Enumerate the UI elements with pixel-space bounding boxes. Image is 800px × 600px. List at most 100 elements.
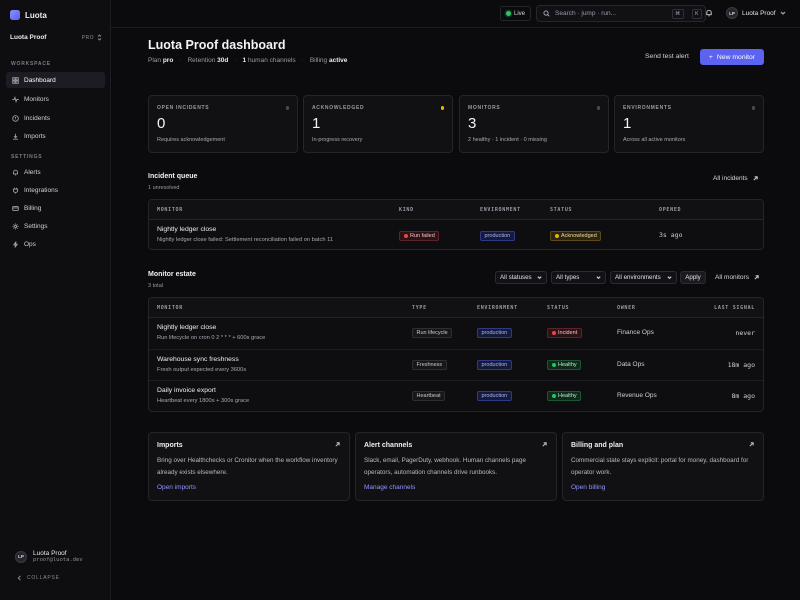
meta-billing: Billing active bbox=[310, 57, 348, 64]
monitor-table: MONITOR TYPE ENVIRONMENT STATUS OWNER LA… bbox=[148, 297, 764, 412]
sidebar-item-label: Integrations bbox=[24, 186, 58, 194]
monitor-estate-title: Monitor estate bbox=[148, 271, 196, 278]
app-logo[interactable]: Luota bbox=[10, 10, 47, 20]
status-badge: Healthy bbox=[547, 360, 582, 370]
column-header: MONITOR bbox=[157, 305, 183, 311]
collapse-button[interactable]: COLLAPSE bbox=[17, 575, 60, 581]
user-menu[interactable]: LP Luota Proof bbox=[726, 7, 786, 19]
card-title: Alert channels bbox=[364, 442, 413, 449]
sidebar-item-alerts[interactable]: Alerts bbox=[6, 164, 105, 180]
billing-value: active bbox=[328, 57, 348, 64]
stat-sub: Across all active monitors bbox=[623, 137, 686, 143]
stat-label: ACKNOWLEDGED bbox=[312, 105, 365, 111]
notifications-button[interactable] bbox=[705, 9, 714, 18]
opened-time: 3s ago bbox=[659, 231, 683, 239]
arrow-up-right-icon[interactable] bbox=[542, 442, 547, 449]
table-header: MONITOR TYPE ENVIRONMENT STATUS OWNER LA… bbox=[149, 298, 763, 318]
card-title: Billing and plan bbox=[571, 442, 624, 449]
stat-label: ENVIRONMENTS bbox=[623, 105, 672, 111]
all-incidents-label: All incidents bbox=[713, 175, 748, 182]
billing-plan-card: Billing and plan Commercial state stays … bbox=[562, 432, 764, 501]
arrow-up-right-icon bbox=[753, 176, 758, 181]
type-label: Run lifecycle bbox=[416, 330, 448, 336]
card-body: Bring over Healthchecks or Cronitor when… bbox=[157, 457, 338, 476]
sidebar-item-label: Alerts bbox=[24, 168, 41, 176]
alert-channels-card: Alert channels Slack, email, PagerDuty, … bbox=[355, 432, 557, 501]
table-row[interactable]: Daily invoice export Heartbeat every 180… bbox=[149, 381, 763, 411]
search-input[interactable]: Search · jump · run... ⌘ K bbox=[536, 5, 706, 22]
manage-channels-link[interactable]: Manage channels bbox=[364, 484, 416, 491]
ops-icon bbox=[11, 240, 19, 248]
chevron-updown-icon bbox=[97, 34, 102, 41]
logo-mark-icon bbox=[10, 10, 20, 20]
apply-filters-button[interactable]: Apply bbox=[680, 271, 706, 284]
column-header: STATUS bbox=[547, 305, 570, 311]
status-dot-icon bbox=[554, 234, 559, 238]
sidebar-item-billing[interactable]: Billing bbox=[6, 200, 105, 216]
column-header: TYPE bbox=[412, 305, 427, 311]
status-label: Acknowledged bbox=[561, 233, 597, 239]
avatar: LP bbox=[15, 550, 27, 563]
arrow-up-right-icon[interactable] bbox=[749, 442, 754, 449]
new-monitor-button[interactable]: + New monitor bbox=[700, 49, 764, 65]
stat-value: 1 bbox=[312, 115, 321, 132]
status-dot-icon bbox=[403, 234, 408, 238]
sidebar-user[interactable]: LP Luota Proof proof@luota.dev bbox=[15, 550, 83, 563]
sidebar-item-ops[interactable]: Ops bbox=[6, 236, 105, 252]
all-monitors-link[interactable]: All monitors bbox=[715, 274, 759, 281]
plug-icon bbox=[11, 186, 19, 194]
owner: Revenue Ops bbox=[617, 392, 657, 399]
status-badge: Healthy bbox=[547, 391, 582, 401]
send-test-alert-button[interactable]: Send test alert bbox=[645, 53, 689, 60]
open-billing-link[interactable]: Open billing bbox=[571, 484, 606, 491]
status-label: Incident bbox=[558, 330, 578, 336]
status-dot-icon bbox=[596, 106, 600, 110]
meta-retention: Retention 30d bbox=[187, 57, 228, 64]
type-filter-select[interactable]: All types bbox=[551, 271, 606, 284]
incident-monitor-name: Nightly ledger close bbox=[157, 226, 217, 233]
status-filter-select[interactable]: All statuses bbox=[495, 271, 547, 284]
monitor-estate-subtitle: 3 total bbox=[148, 283, 163, 289]
sidebar-item-integrations[interactable]: Integrations bbox=[6, 182, 105, 198]
environment-filter-select[interactable]: All environments bbox=[610, 271, 677, 284]
stat-card-open-incidents: OPEN INCIDENTS 0 Requires acknowledgemen… bbox=[148, 95, 298, 153]
card-icon bbox=[11, 204, 19, 212]
sidebar-item-label: Ops bbox=[24, 240, 36, 248]
column-header: LAST SIGNAL bbox=[714, 305, 755, 311]
billing-label: Billing bbox=[309, 57, 328, 64]
card-body: Slack, email, PagerDuty, webhook. Human … bbox=[364, 457, 526, 476]
open-imports-link[interactable]: Open imports bbox=[157, 484, 197, 491]
workspace-switcher[interactable]: Luota Proof PRO bbox=[10, 34, 102, 41]
table-row[interactable]: Nightly ledger close Run lifecycle on cr… bbox=[149, 318, 763, 350]
table-row[interactable]: Warehouse sync freshness Fresh output ex… bbox=[149, 350, 763, 381]
column-header: OPENED bbox=[659, 207, 682, 213]
chevron-left-icon bbox=[17, 575, 21, 581]
alert-circle-icon bbox=[11, 114, 19, 122]
bell-icon bbox=[706, 9, 712, 17]
workspace-name: Luota Proof bbox=[10, 34, 47, 41]
search-placeholder: Search · jump · run... bbox=[555, 10, 617, 17]
environment-badge: production bbox=[480, 231, 515, 241]
status-badge: Acknowledged bbox=[550, 231, 602, 241]
stat-value: 3 bbox=[468, 115, 477, 132]
live-toggle[interactable]: Live bbox=[500, 6, 531, 21]
all-incidents-link[interactable]: All incidents bbox=[713, 175, 758, 182]
sidebar-item-label: Dashboard bbox=[24, 76, 56, 84]
table-header: MONITOR KIND ENVIRONMENT STATUS OPENED bbox=[149, 200, 763, 220]
sidebar-item-label: Monitors bbox=[24, 95, 49, 103]
retention-value: 30d bbox=[217, 57, 229, 64]
card-body: Commercial state stays explicit: portal … bbox=[571, 457, 749, 476]
column-header: OWNER bbox=[617, 305, 636, 311]
sidebar-item-dashboard[interactable]: Dashboard bbox=[6, 72, 105, 88]
sidebar-item-settings[interactable]: Settings bbox=[6, 218, 105, 234]
sidebar-item-imports[interactable]: Imports bbox=[6, 128, 105, 144]
type-badge: Heartbeat bbox=[412, 391, 446, 401]
sidebar-item-monitors[interactable]: Monitors bbox=[6, 91, 105, 107]
arrow-up-right-icon[interactable] bbox=[335, 442, 340, 449]
table-row[interactable]: Nightly ledger close Nightly ledger clos… bbox=[149, 220, 763, 249]
gear-icon bbox=[11, 222, 19, 230]
stat-card-monitors: MONITORS 3 2 healthy · 1 incident · 0 mi… bbox=[459, 95, 609, 153]
status-dot-icon bbox=[751, 106, 755, 110]
workspace-meta: Plan pro · Retention 30d · 1 human chann… bbox=[148, 57, 347, 64]
sidebar-item-incidents[interactable]: Incidents bbox=[6, 110, 105, 126]
